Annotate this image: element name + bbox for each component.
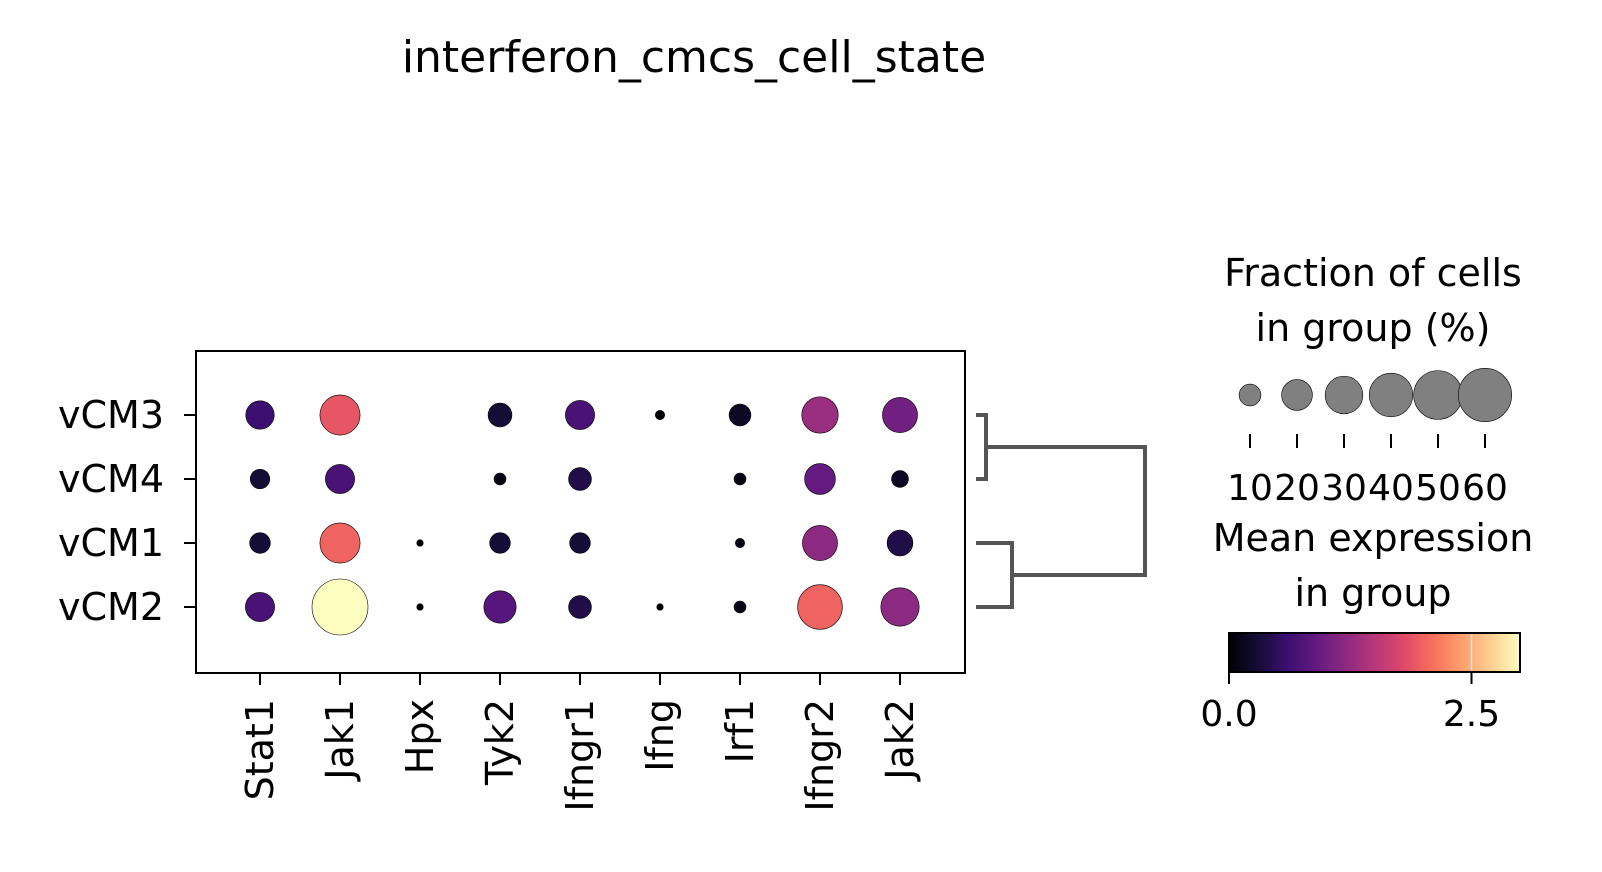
dot-vCM1-Jak1	[319, 522, 361, 564]
colorbar	[1228, 632, 1521, 673]
color-legend-title-line2: in group	[1294, 571, 1451, 615]
x-tick-label-Ifng: Ifng	[638, 699, 682, 772]
chart-title: interferon_cmcs_cell_state	[402, 32, 986, 83]
plot-frame	[195, 350, 966, 674]
dendrogram	[976, 413, 1147, 609]
dot-vCM4-Irf1	[733, 472, 747, 486]
dot-vCM2-Jak1	[311, 578, 369, 636]
size-legend-items: 10 20 30 40 50 60	[1227, 367, 1513, 509]
dendrogram-root	[986, 445, 1147, 577]
size-legend-dot-30	[1324, 375, 1364, 415]
x-tick-label-Ifngr2: Ifngr2	[798, 699, 842, 812]
dendrogram-branch-1	[976, 541, 1014, 609]
x-tick-label-Irf1: Irf1	[718, 699, 762, 763]
colorbar-label-1: 2.5	[1443, 694, 1500, 735]
dot-vCM1-Ifngr1	[569, 532, 591, 554]
size-legend-label-60: 60	[1462, 468, 1508, 509]
dot-vCM1-Hpx	[416, 539, 424, 547]
dot-vCM4-Stat1	[249, 468, 271, 490]
size-legend-dot-60	[1458, 367, 1513, 422]
dot-vCM3-Ifngr1	[565, 400, 595, 430]
dot-vCM3-Ifng	[655, 410, 665, 420]
dot-layer	[245, 394, 920, 636]
dot-vCM4-Tyk2	[493, 472, 507, 486]
dot-vCM1-Stat1	[249, 532, 271, 554]
size-legend-label-50: 50	[1415, 468, 1461, 509]
y-tick-label-vCM4: vCM4	[58, 457, 164, 501]
size-legend-label-20: 20	[1274, 468, 1320, 509]
dot-vCM2-Irf1	[733, 600, 747, 614]
size-legend-label-10: 10	[1227, 468, 1273, 509]
y-tick-label-vCM1: vCM1	[58, 521, 164, 565]
y-tick-label-vCM3: vCM3	[58, 393, 164, 437]
dot-vCM3-Stat1	[245, 400, 275, 430]
dot-vCM3-Irf1	[728, 403, 752, 427]
dot-vCM4-Ifngr1	[568, 467, 592, 491]
dot-vCM2-Ifngr2	[797, 584, 843, 630]
colorbar-label-0: 0.0	[1200, 694, 1257, 735]
dot-vCM3-Tyk2	[487, 402, 513, 428]
dot-vCM2-Ifngr1	[568, 595, 592, 619]
color-legend-title-line1: Mean expression	[1213, 516, 1534, 560]
dot-vCM2-Jak2	[880, 587, 920, 627]
dot-vCM3-Jak1	[319, 394, 361, 436]
x-tick-label-Hpx: Hpx	[398, 699, 442, 774]
dot-vCM4-Ifngr2	[804, 463, 836, 495]
dot-vCM3-Ifngr2	[801, 396, 839, 434]
size-legend-dot-40	[1368, 372, 1414, 418]
dot-vCM1-Ifngr2	[802, 525, 838, 561]
dot-vCM2-Stat1	[245, 592, 275, 622]
size-legend-title-line2: in group (%)	[1256, 306, 1491, 350]
dot-vCM1-Irf1	[735, 538, 745, 548]
x-tick-label-Stat1: Stat1	[238, 699, 282, 800]
dendrogram-branch-0	[976, 413, 988, 481]
color-legend: Mean expression in group 0.0 2.5	[1200, 516, 1533, 735]
size-legend-dot-20	[1281, 379, 1313, 411]
dot-vCM3-Jak2	[882, 397, 918, 433]
y-tick-label-vCM2: vCM2	[58, 585, 164, 629]
x-axis: Stat1 Jak1 Hpx Tyk2 Ifngr1 Ifng Irf1 Ifngr2 Jak2	[238, 673, 922, 812]
size-legend-dot-10	[1238, 383, 1262, 407]
size-legend-label-40: 40	[1368, 468, 1414, 509]
x-tick-label-Ifngr1: Ifngr1	[558, 699, 602, 812]
size-legend-dot-50	[1413, 370, 1463, 420]
dot-vCM2-Tyk2	[483, 590, 517, 624]
size-legend-label-30: 30	[1321, 468, 1367, 509]
dot-vCM1-Tyk2	[489, 532, 511, 554]
colorbar-ticks: 0.0 2.5	[1200, 634, 1500, 735]
dot-vCM4-Jak2	[891, 470, 909, 488]
dot-vCM1-Jak2	[886, 529, 914, 557]
size-legend-title-line1: Fraction of cells	[1224, 251, 1522, 295]
x-tick-label-Jak1: Jak1	[318, 699, 362, 782]
x-tick-label-Tyk2: Tyk2	[478, 699, 522, 786]
dot-vCM2-Hpx	[416, 603, 424, 611]
dot-vCM2-Ifng	[656, 603, 664, 611]
dot-vCM4-Jak1	[325, 464, 355, 494]
size-legend: Fraction of cells in group (%) 10 20 30 40 5…	[1224, 251, 1522, 509]
x-tick-label-Jak2: Jak2	[878, 699, 922, 782]
y-axis: vCM3 vCM4 vCM1 vCM2	[58, 393, 196, 629]
